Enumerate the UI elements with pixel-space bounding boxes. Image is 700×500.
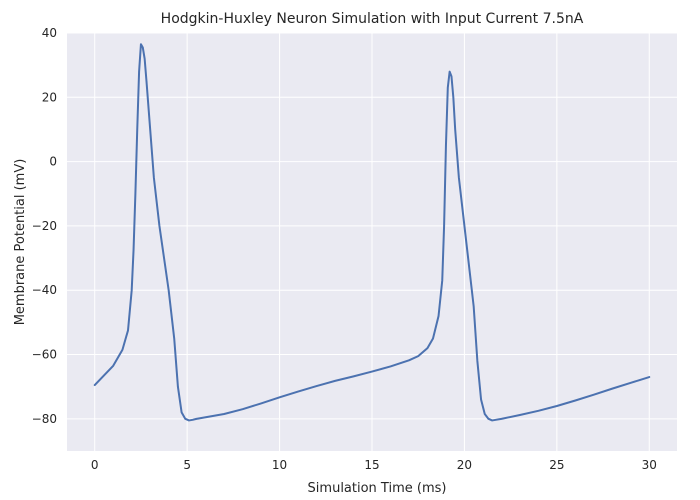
x-tick-label: 20 xyxy=(457,458,472,472)
x-tick-label: 25 xyxy=(549,458,564,472)
y-tick-label: 20 xyxy=(42,90,57,104)
y-tick-label: −80 xyxy=(32,412,57,426)
x-tick-label: 10 xyxy=(272,458,287,472)
chart-title: Hodgkin-Huxley Neuron Simulation with In… xyxy=(161,11,584,27)
x-axis-label: Simulation Time (ms) xyxy=(308,481,447,496)
x-tick-label: 15 xyxy=(364,458,379,472)
y-tick-label: 0 xyxy=(49,155,57,169)
y-tick-label: 40 xyxy=(42,26,57,40)
series-layer xyxy=(93,43,651,422)
y-tick-label: −20 xyxy=(32,219,57,233)
x-tick-label: 5 xyxy=(183,458,191,472)
y-tick-label: −60 xyxy=(32,348,57,362)
y-tick-labels: −80 −60 −40 −20 0 20 40 xyxy=(32,26,57,426)
x-tick-label: 0 xyxy=(91,458,99,472)
x-tick-labels: 0 5 10 15 20 25 30 xyxy=(91,458,657,472)
y-tick-label: −40 xyxy=(32,283,57,297)
series-line-0 xyxy=(93,43,651,422)
grid xyxy=(67,32,677,451)
y-axis-label: Membrane Potential (mV) xyxy=(13,159,28,326)
x-tick-label: 30 xyxy=(642,458,657,472)
